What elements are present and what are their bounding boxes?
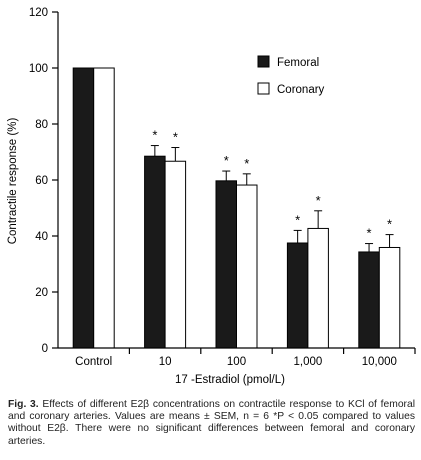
bar-coronary (164, 160, 187, 349)
bar-coronary (378, 246, 401, 349)
bar-femoral (72, 67, 95, 349)
bar-chart: * * * * * * * * 0 20 40 60 80 100 120 Control 10 100 1,00… (7, 7, 416, 386)
significance-marker: * (295, 212, 300, 227)
x-tick-label: 10 (159, 356, 172, 368)
legend-swatch-femoral (257, 55, 270, 68)
legend-swatch-coronary (257, 82, 270, 95)
x-tick-label: 1,000 (294, 356, 323, 368)
legend-label-femoral: Femoral (277, 57, 319, 69)
x-tick-label: 10,000 (362, 356, 397, 368)
y-tick-label: 0 (42, 343, 48, 355)
significance-marker: * (173, 130, 178, 145)
y-tick-label: 40 (35, 231, 48, 243)
y-tick-label: 100 (29, 63, 48, 75)
figure-caption-text: Effects of different E2β concentrations … (8, 399, 415, 447)
x-axis-label: 17 -Estradiol (pmol/L) (175, 374, 285, 386)
figure-label: Fig. 3. (8, 399, 39, 410)
x-tick-label: Control (75, 356, 112, 368)
bar-coronary (307, 227, 329, 349)
significance-marker: * (367, 226, 372, 241)
y-tick-label: 60 (35, 175, 48, 187)
significance-marker: * (316, 193, 321, 208)
bar-coronary (93, 67, 115, 349)
bar-femoral (358, 251, 380, 349)
bars-layer: * * * * * * * * (72, 67, 401, 349)
bar-femoral (215, 180, 237, 349)
bar-femoral (286, 242, 309, 349)
axes-layer: 0 20 40 60 80 100 120 Control 10 100 1,000 10,000 (29, 7, 416, 368)
significance-marker: * (224, 153, 229, 168)
significance-marker: * (152, 128, 157, 143)
y-tick-label: 20 (35, 287, 48, 299)
bar-coronary (236, 184, 258, 349)
bar-femoral (144, 155, 166, 349)
y-tick-label: 80 (35, 119, 48, 131)
legend: Femoral Coronary (257, 55, 325, 96)
legend-label-coronary: Coronary (277, 84, 325, 96)
significance-marker: * (387, 217, 392, 232)
x-tick-label: 100 (227, 356, 246, 368)
significance-marker: * (244, 156, 249, 171)
y-axis-label: Contractile response (%) (7, 118, 19, 245)
figure-caption: Fig. 3. Effects of different E2β concent… (8, 399, 415, 448)
y-tick-label: 120 (29, 7, 48, 19)
